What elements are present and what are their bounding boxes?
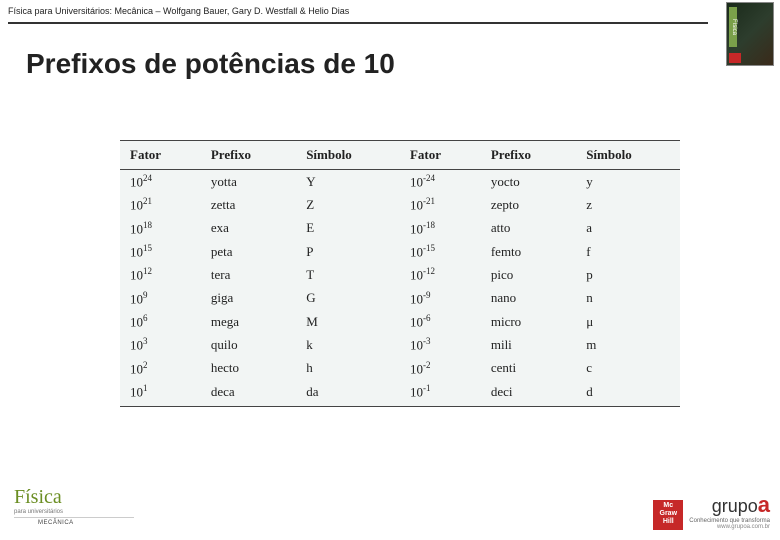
cell-prefixo: pico [481,263,576,286]
cell-simbolo: m [576,333,680,356]
cell-fator: 10-2 [400,357,481,380]
brand-subtitle: para universitários [14,509,134,518]
header-rule [8,22,708,24]
cell-prefixo: micro [481,310,576,333]
table-row: 1021zettaZ10-21zeptoz [120,193,680,216]
cell-simbolo: Z [296,193,400,216]
brand-fisica: Física [14,486,134,509]
table-row: 106megaM10-6microμ [120,310,680,333]
cell-prefixo: femto [481,240,576,263]
cell-simbolo: M [296,310,400,333]
book-cover-thumbnail: Física [726,2,774,66]
cell-simbolo: p [576,263,680,286]
cell-prefixo: zepto [481,193,576,216]
cell-fator: 103 [120,333,201,356]
footer-book-brand: Física para universitários MECÂNICA [14,486,134,526]
cell-fator: 10-3 [400,333,481,356]
cell-prefixo: mega [201,310,296,333]
cell-fator: 10-21 [400,193,481,216]
cell-simbolo: E [296,217,400,240]
cell-prefixo: yocto [481,170,576,194]
cell-fator: 1012 [120,263,201,286]
table-row: 109gigaG10-9nanon [120,287,680,310]
cell-simbolo: d [576,380,680,407]
grupo-a-url: www.grupoa.com.br [689,524,770,530]
table-row: 1012teraT10-12picop [120,263,680,286]
col-simbolo-1: Símbolo [296,141,400,170]
grupo-text: grupo [712,496,758,516]
grupo-a-letter: a [758,492,770,517]
cell-fator: 106 [120,310,201,333]
brand-mecanica: MECÂNICA [38,520,134,526]
col-fator-1: Fator [120,141,201,170]
cell-prefixo: yotta [201,170,296,194]
cell-prefixo: quilo [201,333,296,356]
cell-fator: 1021 [120,193,201,216]
table-row: 101decada10-1decid [120,380,680,407]
book-spine-label: Física [729,7,737,47]
cell-fator: 102 [120,357,201,380]
cell-prefixo: mili [481,333,576,356]
col-simbolo-2: Símbolo [576,141,680,170]
col-prefixo-1: Prefixo [201,141,296,170]
cell-prefixo: peta [201,240,296,263]
cell-prefixo: exa [201,217,296,240]
cell-simbolo: T [296,263,400,286]
table-row: 103quilok10-3milim [120,333,680,356]
cell-fator: 1018 [120,217,201,240]
cell-prefixo: giga [201,287,296,310]
cell-prefixo: deci [481,380,576,407]
table-header-row: Fator Prefixo Símbolo Fator Prefixo Símb… [120,141,680,170]
prefix-table: Fator Prefixo Símbolo Fator Prefixo Símb… [120,140,680,407]
cell-fator: 10-15 [400,240,481,263]
cell-fator: 1024 [120,170,201,194]
footer-publisher: Mc Graw Hill grupoa Conhecimento que tra… [653,492,770,530]
cell-fator: 10-9 [400,287,481,310]
cell-simbolo: c [576,357,680,380]
cell-simbolo: y [576,170,680,194]
cell-fator: 10-1 [400,380,481,407]
col-prefixo-2: Prefixo [481,141,576,170]
cell-simbolo: da [296,380,400,407]
grupo-a-logo: grupoa Conhecimento que transforma www.g… [689,492,770,530]
cell-simbolo: P [296,240,400,263]
cell-prefixo: nano [481,287,576,310]
cell-fator: 10-18 [400,217,481,240]
cell-simbolo: h [296,357,400,380]
book-publisher-mark [729,53,741,63]
cell-simbolo: a [576,217,680,240]
slide-title: Prefixos de potências de 10 [26,48,395,80]
cell-prefixo: tera [201,263,296,286]
cell-simbolo: Y [296,170,400,194]
cell-prefixo: deca [201,380,296,407]
cell-fator: 10-24 [400,170,481,194]
cell-simbolo: G [296,287,400,310]
header-citation: Física para Universitários: Mecânica – W… [8,6,349,16]
table-row: 1024yottaY10-24yoctoy [120,170,680,194]
cell-fator: 10-6 [400,310,481,333]
cell-fator: 1015 [120,240,201,263]
mcgraw-hill-logo: Mc Graw Hill [653,500,683,530]
cell-simbolo: z [576,193,680,216]
table-row: 1018exaE10-18attoa [120,217,680,240]
cell-prefixo: hecto [201,357,296,380]
cell-prefixo: zetta [201,193,296,216]
cell-simbolo: n [576,287,680,310]
col-fator-2: Fator [400,141,481,170]
cell-prefixo: atto [481,217,576,240]
cell-simbolo: f [576,240,680,263]
cell-simbolo: k [296,333,400,356]
cell-fator: 109 [120,287,201,310]
cell-fator: 101 [120,380,201,407]
cell-simbolo: μ [576,310,680,333]
cell-prefixo: centi [481,357,576,380]
table-row: 102hectoh10-2centic [120,357,680,380]
table-row: 1015petaP10-15femtof [120,240,680,263]
cell-fator: 10-12 [400,263,481,286]
